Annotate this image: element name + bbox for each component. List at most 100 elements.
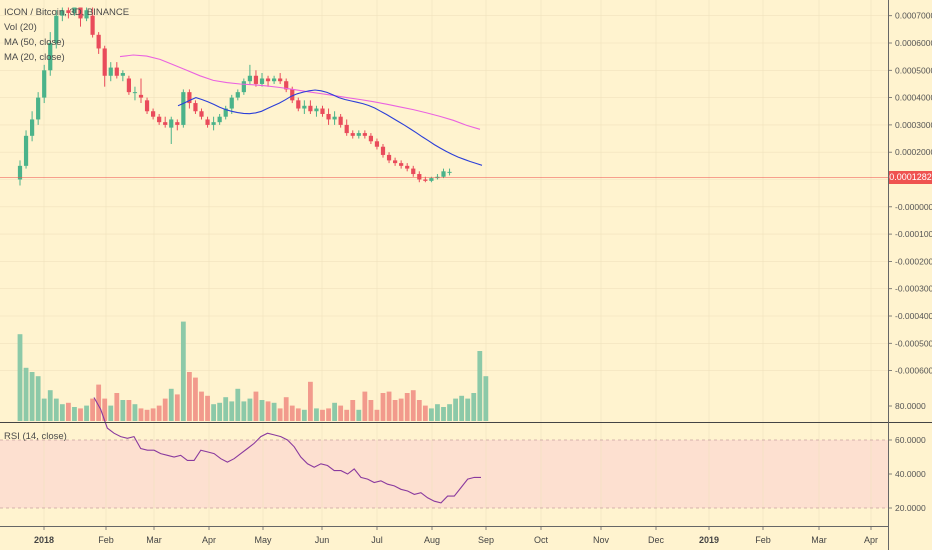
- volume-bars: [17, 321, 489, 421]
- candle-body: [144, 100, 150, 112]
- volume-bar: [259, 400, 265, 421]
- time-tick-label: Sep: [478, 535, 494, 545]
- candle-body: [108, 67, 113, 76]
- candle-body: [96, 34, 101, 49]
- volume-bar: [41, 398, 47, 421]
- candle-body: [42, 70, 47, 98]
- candle-body: [90, 15, 95, 35]
- volume-bar: [483, 376, 489, 421]
- ma20-line: [177, 89, 483, 166]
- grid-lines: [0, 0, 888, 526]
- rsi-tick-label: 80.0000: [895, 401, 926, 411]
- candle-body: [272, 78, 277, 82]
- volume-bar: [126, 400, 132, 421]
- volume-bar: [471, 393, 477, 421]
- candle-body: [175, 122, 180, 125]
- volume-bar: [132, 404, 138, 421]
- ma50-indicator-label[interactable]: MA (50, close): [4, 37, 65, 48]
- candle-body: [169, 119, 174, 128]
- volume-indicator-label[interactable]: Vol (20): [4, 22, 37, 33]
- time-tick-label: Nov: [593, 535, 610, 545]
- volume-bar: [235, 388, 241, 421]
- volume-bar: [435, 404, 440, 421]
- candle-body: [199, 111, 204, 117]
- volume-bar: [96, 384, 102, 421]
- candle-body: [23, 135, 29, 166]
- volume-bar: [211, 404, 216, 421]
- candle-body: [332, 116, 337, 120]
- volume-bar: [59, 404, 65, 421]
- candle-body: [386, 154, 392, 161]
- volume-bar: [205, 395, 210, 421]
- candle-body: [102, 48, 107, 76]
- ma50-line: [119, 54, 481, 130]
- candle-body: [181, 92, 186, 125]
- candle-body: [441, 171, 446, 177]
- time-tick-label: Feb: [755, 535, 771, 545]
- candle-body: [405, 165, 410, 169]
- volume-bar: [314, 408, 319, 421]
- volume-bar: [392, 400, 398, 421]
- volume-bar: [150, 408, 156, 421]
- volume-bar: [174, 394, 180, 421]
- time-tick-label: Apr: [864, 535, 878, 545]
- price-tick-label: 0.0006000: [895, 38, 932, 48]
- candle-body: [187, 92, 192, 104]
- candle-body: [84, 10, 89, 19]
- volume-bar: [53, 398, 59, 421]
- candle-body: [320, 108, 325, 114]
- time-tick-label: 2019: [699, 535, 719, 545]
- volume-bar: [356, 409, 362, 421]
- symbol-label[interactable]: ICON / Bitcoin, 3D, BINANCE: [4, 7, 130, 18]
- candle-body: [157, 116, 162, 123]
- candle-body: [17, 165, 23, 180]
- volume-bar: [386, 391, 392, 421]
- candle-body: [30, 119, 35, 136]
- ma20-indicator-label[interactable]: MA (20, close): [4, 52, 65, 63]
- candle-body: [132, 92, 138, 94]
- candle-body: [356, 133, 361, 136]
- candle-body: [411, 168, 416, 175]
- candle-body: [163, 122, 168, 125]
- candle-body: [54, 15, 59, 43]
- candle-body: [290, 89, 295, 101]
- time-tick-label: Apr: [202, 535, 216, 545]
- price-axis-ticks: 0.0007000 0.0006000 0.0005000 0.0004000 0.00…: [888, 11, 932, 376]
- volume-bar: [72, 407, 77, 421]
- volume-bar: [168, 388, 174, 421]
- volume-bar: [404, 393, 410, 421]
- volume-bar: [241, 401, 247, 421]
- volume-bar: [84, 405, 89, 421]
- volume-bar: [368, 400, 374, 421]
- time-tick-label: Oct: [534, 535, 549, 545]
- chart-legend: ICON / Bitcoin, 3D, BINANCE Vol (20) MA …: [4, 5, 129, 65]
- volume-bar: [477, 351, 483, 421]
- volume-bar: [422, 405, 428, 421]
- volume-bar: [332, 402, 337, 421]
- volume-bar: [108, 405, 114, 421]
- time-axis-ticks: 2018 Feb Mar Apr May Jun Jul Aug Sep Oct Nov Dec 201…: [34, 526, 878, 545]
- volume-bar: [138, 408, 144, 421]
- candle-body: [374, 141, 380, 147]
- volume-bar: [295, 408, 301, 421]
- rsi-tick-label: 40.0000: [895, 469, 926, 479]
- volume-bar: [320, 409, 325, 421]
- volume-bar: [338, 405, 344, 421]
- candle-body: [72, 7, 77, 13]
- rsi-line: [93, 397, 481, 504]
- rsi-indicator-label[interactable]: RSI (14, close): [4, 431, 67, 442]
- candle-body: [78, 7, 83, 19]
- volume-bar: [47, 390, 53, 421]
- candle-body: [362, 133, 367, 136]
- candle-body: [114, 67, 119, 76]
- volume-bar: [465, 398, 471, 421]
- volume-bar: [277, 408, 283, 421]
- volume-bar: [447, 404, 452, 421]
- time-tick-label: Dec: [648, 535, 665, 545]
- candle-body: [429, 178, 434, 181]
- candle-body: [326, 113, 331, 120]
- volume-bar: [90, 398, 95, 421]
- volume-bar: [410, 390, 416, 421]
- price-tick-label: -0.0005000: [895, 338, 932, 348]
- volume-bar: [350, 400, 356, 421]
